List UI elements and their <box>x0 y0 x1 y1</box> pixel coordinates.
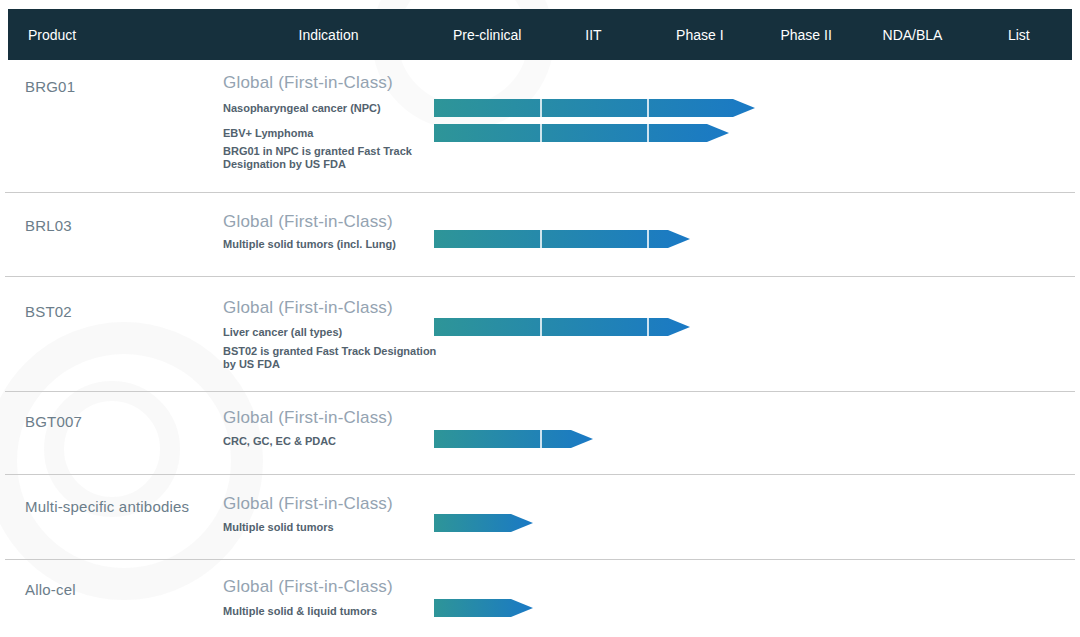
product-name: BRL03 <box>25 217 72 234</box>
product-name: BRG01 <box>25 78 75 95</box>
header-col-indication: Indication <box>223 27 434 43</box>
product-name: BGT007 <box>25 413 82 430</box>
header-col-list: List <box>966 27 1072 43</box>
header-col-product: Product <box>8 27 223 43</box>
indication-label: Multiple solid & liquid tumors <box>223 605 377 617</box>
pipeline-row-bst02: BST02 Global (First-in-Class) Liver canc… <box>5 277 1075 392</box>
phase-boundary-divider <box>540 124 542 142</box>
indication-label: CRC, GC, EC & PDAC <box>223 435 336 447</box>
phase-progress-arrow <box>434 318 690 336</box>
phase-boundary-divider <box>540 430 542 448</box>
region-label: Global (First-in-Class) <box>223 577 393 597</box>
pipeline-row-multispecific: Multi-specific antibodies Global (First-… <box>5 475 1075 560</box>
phase-boundary-divider <box>647 230 649 248</box>
fast-track-note: BST02 is granted Fast Track Designation … <box>223 345 441 371</box>
region-label: Global (First-in-Class) <box>223 494 393 514</box>
indication-label: Liver cancer (all types) <box>223 326 342 338</box>
indication-label: Multiple solid tumors <box>223 521 334 533</box>
phase-boundary-divider <box>647 99 649 117</box>
phase-boundary-divider <box>540 99 542 117</box>
phase-progress-arrow <box>434 430 593 448</box>
phase-boundary-divider <box>647 124 649 142</box>
fast-track-note: BRG01 in NPC is granted Fast Track Desig… <box>223 145 441 171</box>
pipeline-row-allocel: Allo-cel Global (First-in-Class) Multipl… <box>5 560 1075 637</box>
phase-boundary-divider <box>540 318 542 336</box>
product-name: Multi-specific antibodies <box>25 498 189 515</box>
region-label: Global (First-in-Class) <box>223 212 393 232</box>
pipeline-row-bgt007: BGT007 Global (First-in-Class) CRC, GC, … <box>5 392 1075 475</box>
header-col-iit: IIT <box>540 27 646 43</box>
region-label: Global (First-in-Class) <box>223 408 393 428</box>
header-col-preclinical: Pre-clinical <box>434 27 540 43</box>
header-col-ndabla: NDA/BLA <box>859 27 965 43</box>
header-col-phase2: Phase II <box>753 27 859 43</box>
pipeline-row-brl03: BRL03 Global (First-in-Class) Multiple s… <box>5 193 1075 277</box>
phase-progress-arrow <box>434 599 533 617</box>
product-name: BST02 <box>25 303 72 320</box>
phase-progress-arrow <box>434 99 755 117</box>
pipeline-page: Product Indication Pre-clinical IIT Phas… <box>0 0 1080 637</box>
indication-label: EBV+ Lymphoma <box>223 127 313 139</box>
phase-progress-arrow <box>434 124 729 142</box>
phase-progress-arrow <box>434 230 690 248</box>
region-label: Global (First-in-Class) <box>223 73 393 93</box>
pipeline-header: Product Indication Pre-clinical IIT Phas… <box>8 9 1072 60</box>
pipeline-row-brg01: BRG01 Global (First-in-Class) Nasopharyn… <box>5 60 1075 193</box>
phase-boundary-divider <box>540 230 542 248</box>
phase-progress-arrow <box>434 514 533 532</box>
phase-boundary-divider <box>647 318 649 336</box>
header-col-phase1: Phase I <box>647 27 753 43</box>
indication-label: Multiple solid tumors (incl. Lung) <box>223 238 396 250</box>
product-name: Allo-cel <box>25 581 76 598</box>
pipeline-rows: BRG01 Global (First-in-Class) Nasopharyn… <box>5 60 1075 637</box>
region-label: Global (First-in-Class) <box>223 298 393 318</box>
indication-label: Nasopharyngeal cancer (NPC) <box>223 102 381 114</box>
